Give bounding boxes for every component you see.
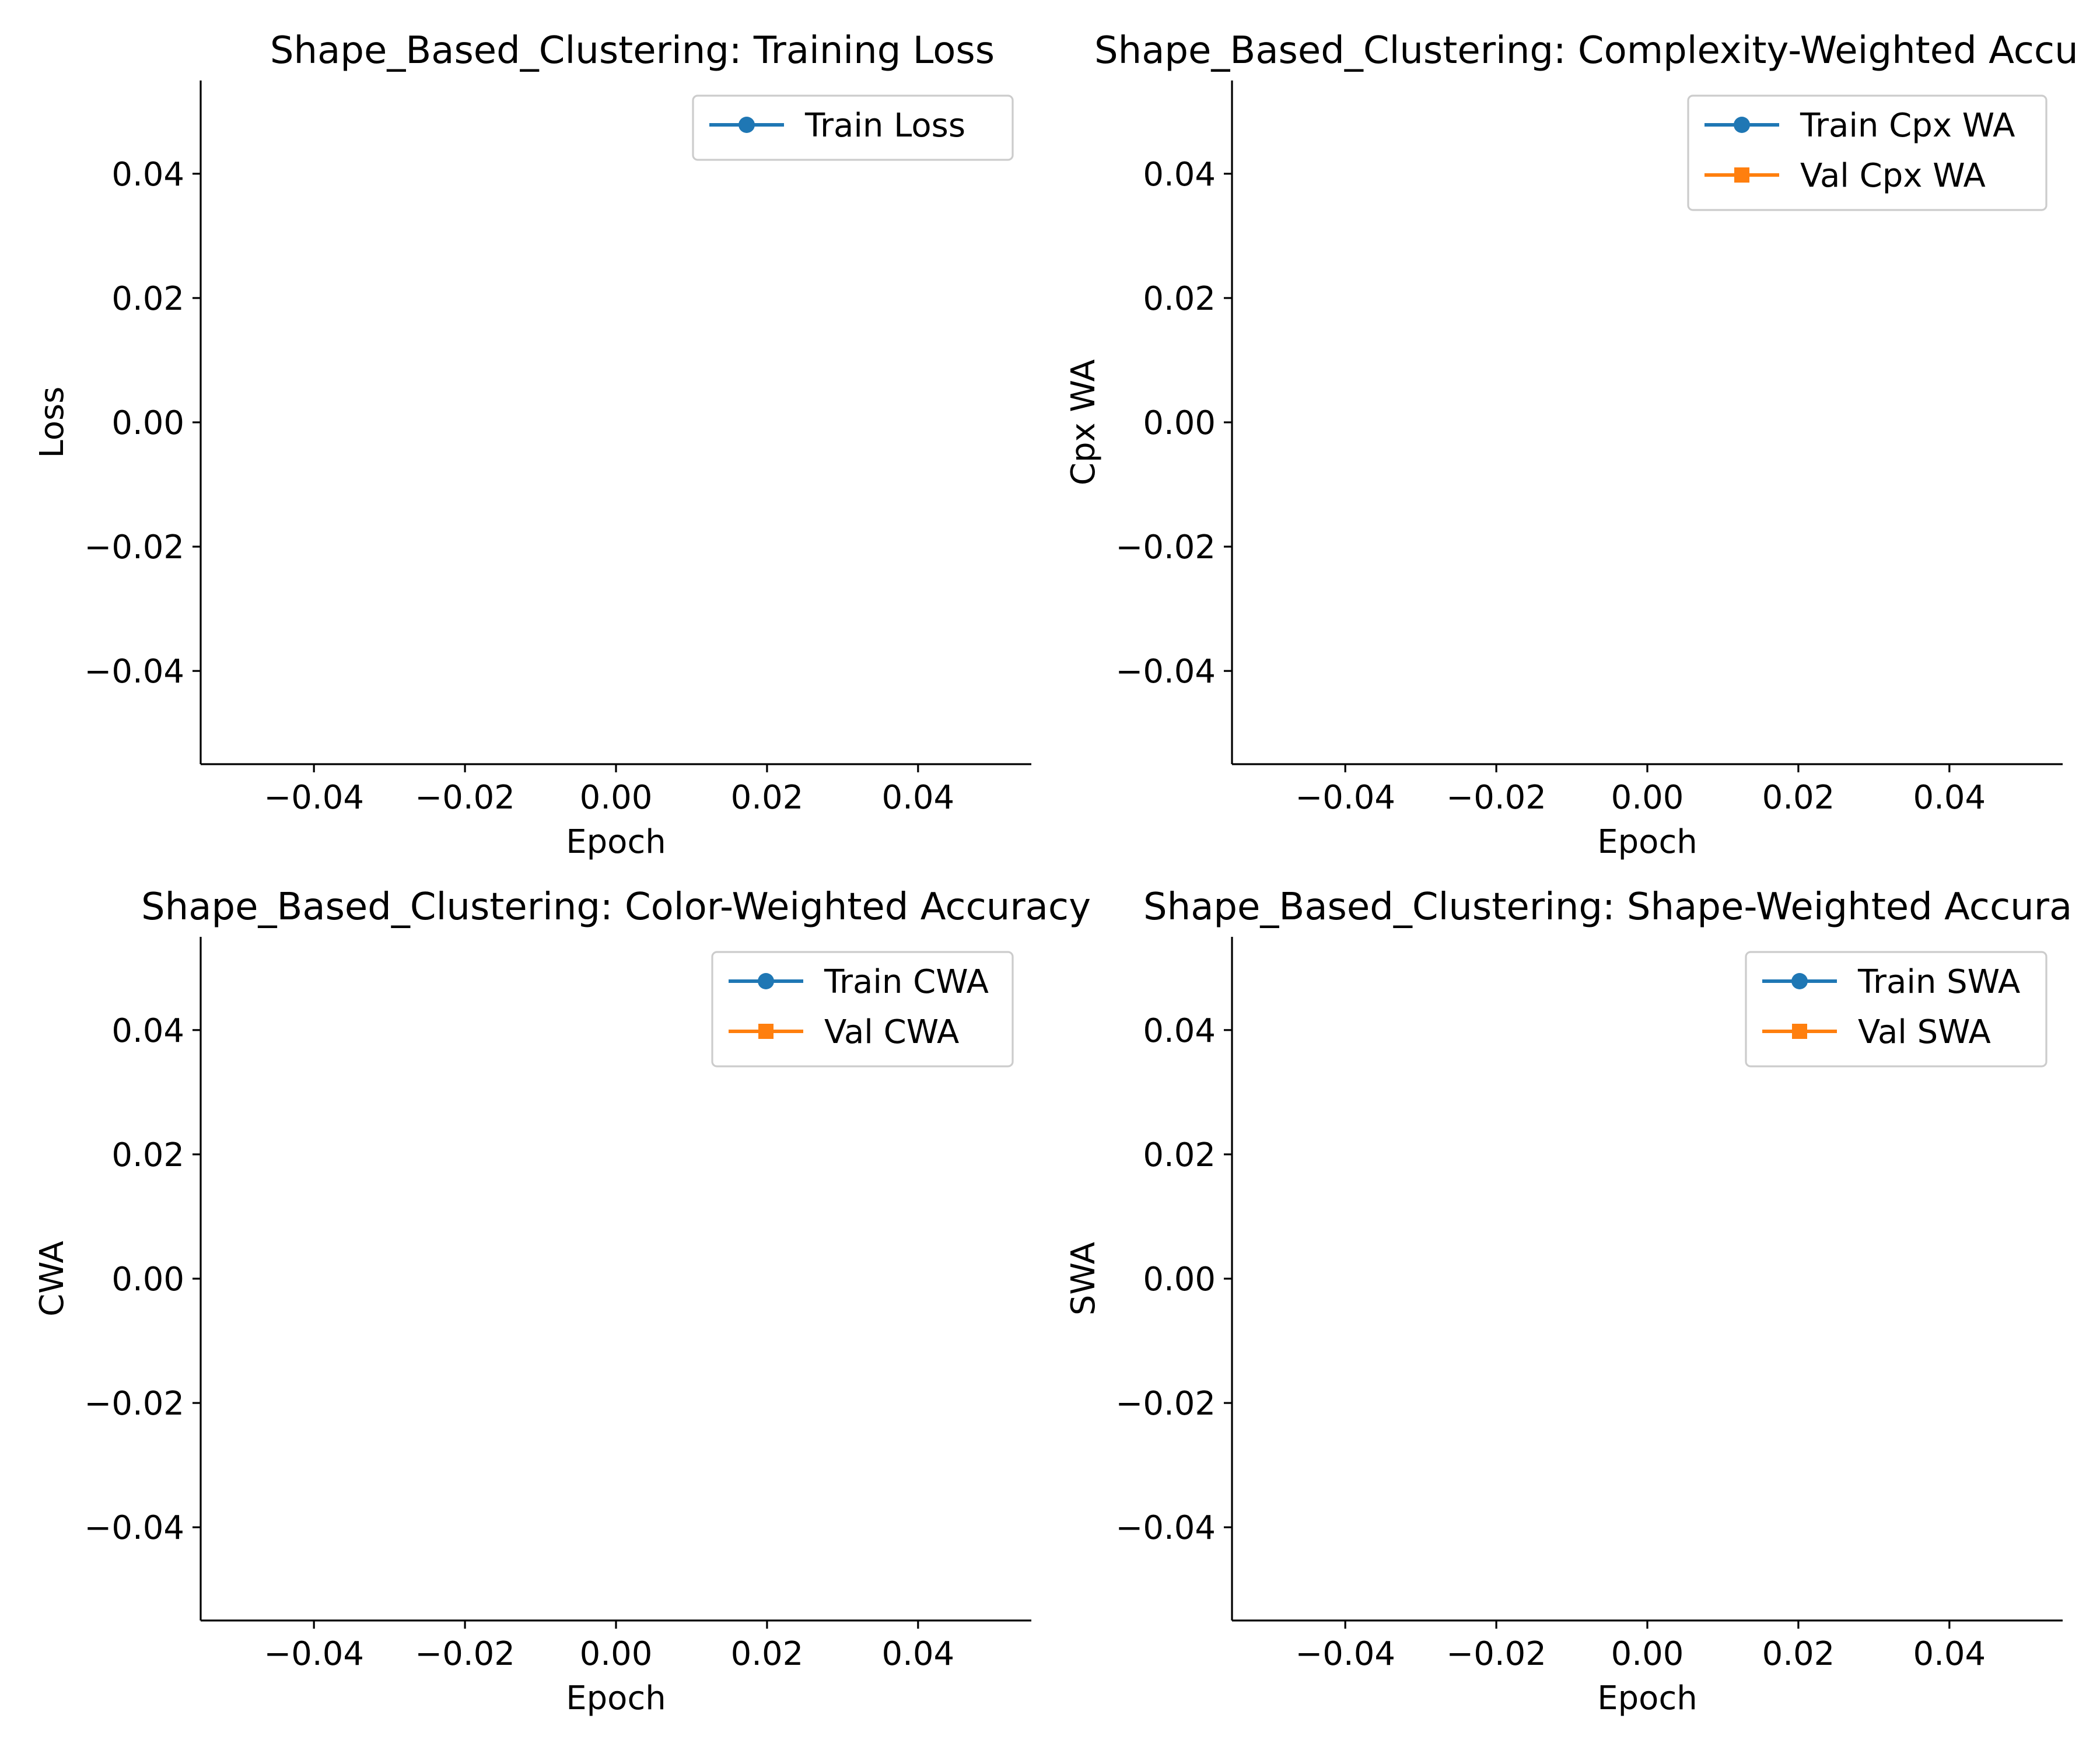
y-tick-label: −0.02 [1115, 1385, 1216, 1423]
x-tick-label: 0.04 [1913, 779, 1986, 817]
legend-label: Train Cpx WA [1800, 107, 2015, 145]
legend-label: Val SWA [1858, 1013, 1991, 1051]
x-tick-label: 0.00 [1611, 1635, 1684, 1673]
legend-square-marker [1792, 1024, 1807, 1039]
x-tick-label: 0.00 [580, 779, 653, 817]
y-tick-label: 0.00 [1143, 1261, 1216, 1298]
legend-circle-marker [1791, 973, 1808, 989]
x-tick-label: −0.02 [1446, 779, 1546, 817]
legend-square-marker [758, 1024, 774, 1039]
y-tick-label: −0.04 [1115, 653, 1216, 691]
chart-panel-4: Shape_Based_Clustering: Shape-Weighted A… [1065, 886, 2072, 1717]
legend-square-marker [1734, 167, 1749, 183]
y-tick-label: 0.02 [1143, 280, 1216, 318]
legend-circle-marker [1734, 117, 1750, 133]
x-tick-label: 0.02 [731, 779, 804, 817]
legend-box [692, 94, 1014, 161]
legend: Train SWA Val SWA [1745, 951, 2048, 1068]
x-tick-label: −0.02 [415, 1635, 515, 1673]
chart-title: Shape_Based_Clustering: Color-Weighted A… [141, 886, 1091, 929]
chart-title: Shape_Based_Clustering: Complexity-Weigh… [1094, 29, 2078, 72]
y-tick-label: 0.04 [1143, 156, 1216, 194]
y-tick-label: −0.02 [84, 528, 184, 566]
y-axis-label: CWA [33, 1241, 71, 1317]
y-axis-label: Loss [33, 387, 71, 459]
legend-circle-marker [758, 973, 774, 989]
y-tick-label: −0.04 [84, 653, 184, 691]
legend-label: Val CWA [824, 1013, 959, 1051]
x-tick-label: −0.04 [264, 779, 364, 817]
x-tick-label: −0.02 [415, 779, 515, 817]
chart-panel-2: Shape_Based_Clustering: Complexity-Weigh… [1065, 29, 2078, 861]
chart-panel-1: Shape_Based_Clustering: Training Loss −0.… [33, 29, 1031, 861]
x-tick-label: 0.04 [881, 779, 954, 817]
x-axis-label: Epoch [566, 823, 666, 861]
x-tick-label: 0.02 [1762, 779, 1835, 817]
legend: Train Loss [692, 94, 1014, 161]
x-tick-label: 0.04 [881, 1635, 954, 1673]
x-tick-label: −0.04 [1295, 1635, 1395, 1673]
y-tick-label: −0.02 [1115, 528, 1216, 566]
legend-label: Val Cpx WA [1800, 157, 1986, 195]
y-tick-label: −0.02 [84, 1385, 184, 1423]
x-tick-label: 0.02 [731, 1635, 804, 1673]
x-tick-label: 0.00 [1611, 779, 1684, 817]
x-tick-label: 0.02 [1762, 1635, 1835, 1673]
y-tick-label: 0.00 [1143, 404, 1216, 442]
chart-title: Shape_Based_Clustering: Training Loss [270, 29, 995, 72]
x-tick-label: −0.04 [264, 1635, 364, 1673]
legend: Train Cpx WA Val Cpx WA [1687, 94, 2048, 211]
y-tick-label: 0.00 [111, 1261, 184, 1298]
x-tick-label: −0.02 [1446, 1635, 1546, 1673]
y-tick-label: −0.04 [1115, 1509, 1216, 1547]
chart-panel-3: Shape_Based_Clustering: Color-Weighted A… [33, 886, 1091, 1717]
x-axis-label: Epoch [566, 1679, 666, 1717]
y-tick-label: 0.00 [111, 404, 184, 442]
x-tick-label: 0.00 [580, 1635, 653, 1673]
y-tick-label: 0.02 [111, 280, 184, 318]
y-axis-label: SWA [1065, 1242, 1102, 1315]
y-tick-label: 0.04 [1143, 1012, 1216, 1050]
x-axis-label: Epoch [1597, 823, 1697, 861]
x-tick-label: 0.04 [1913, 1635, 1986, 1673]
x-tick-label: −0.04 [1295, 779, 1395, 817]
legend-label: Train CWA [824, 963, 989, 1001]
y-tick-label: 0.04 [111, 156, 184, 194]
y-tick-label: 0.02 [1143, 1136, 1216, 1174]
y-tick-label: 0.04 [111, 1012, 184, 1050]
y-tick-label: 0.02 [111, 1136, 184, 1174]
legend-label: Train Loss [804, 107, 965, 145]
legend-circle-marker [738, 117, 755, 133]
legend: Train CWA Val CWA [711, 951, 1014, 1068]
x-axis-label: Epoch [1597, 1679, 1697, 1717]
legend-label: Train SWA [1857, 963, 2020, 1001]
y-tick-label: −0.04 [84, 1509, 184, 1547]
y-axis-label: Cpx WA [1065, 359, 1102, 485]
chart-title: Shape_Based_Clustering: Shape-Weighted A… [1143, 886, 2072, 929]
